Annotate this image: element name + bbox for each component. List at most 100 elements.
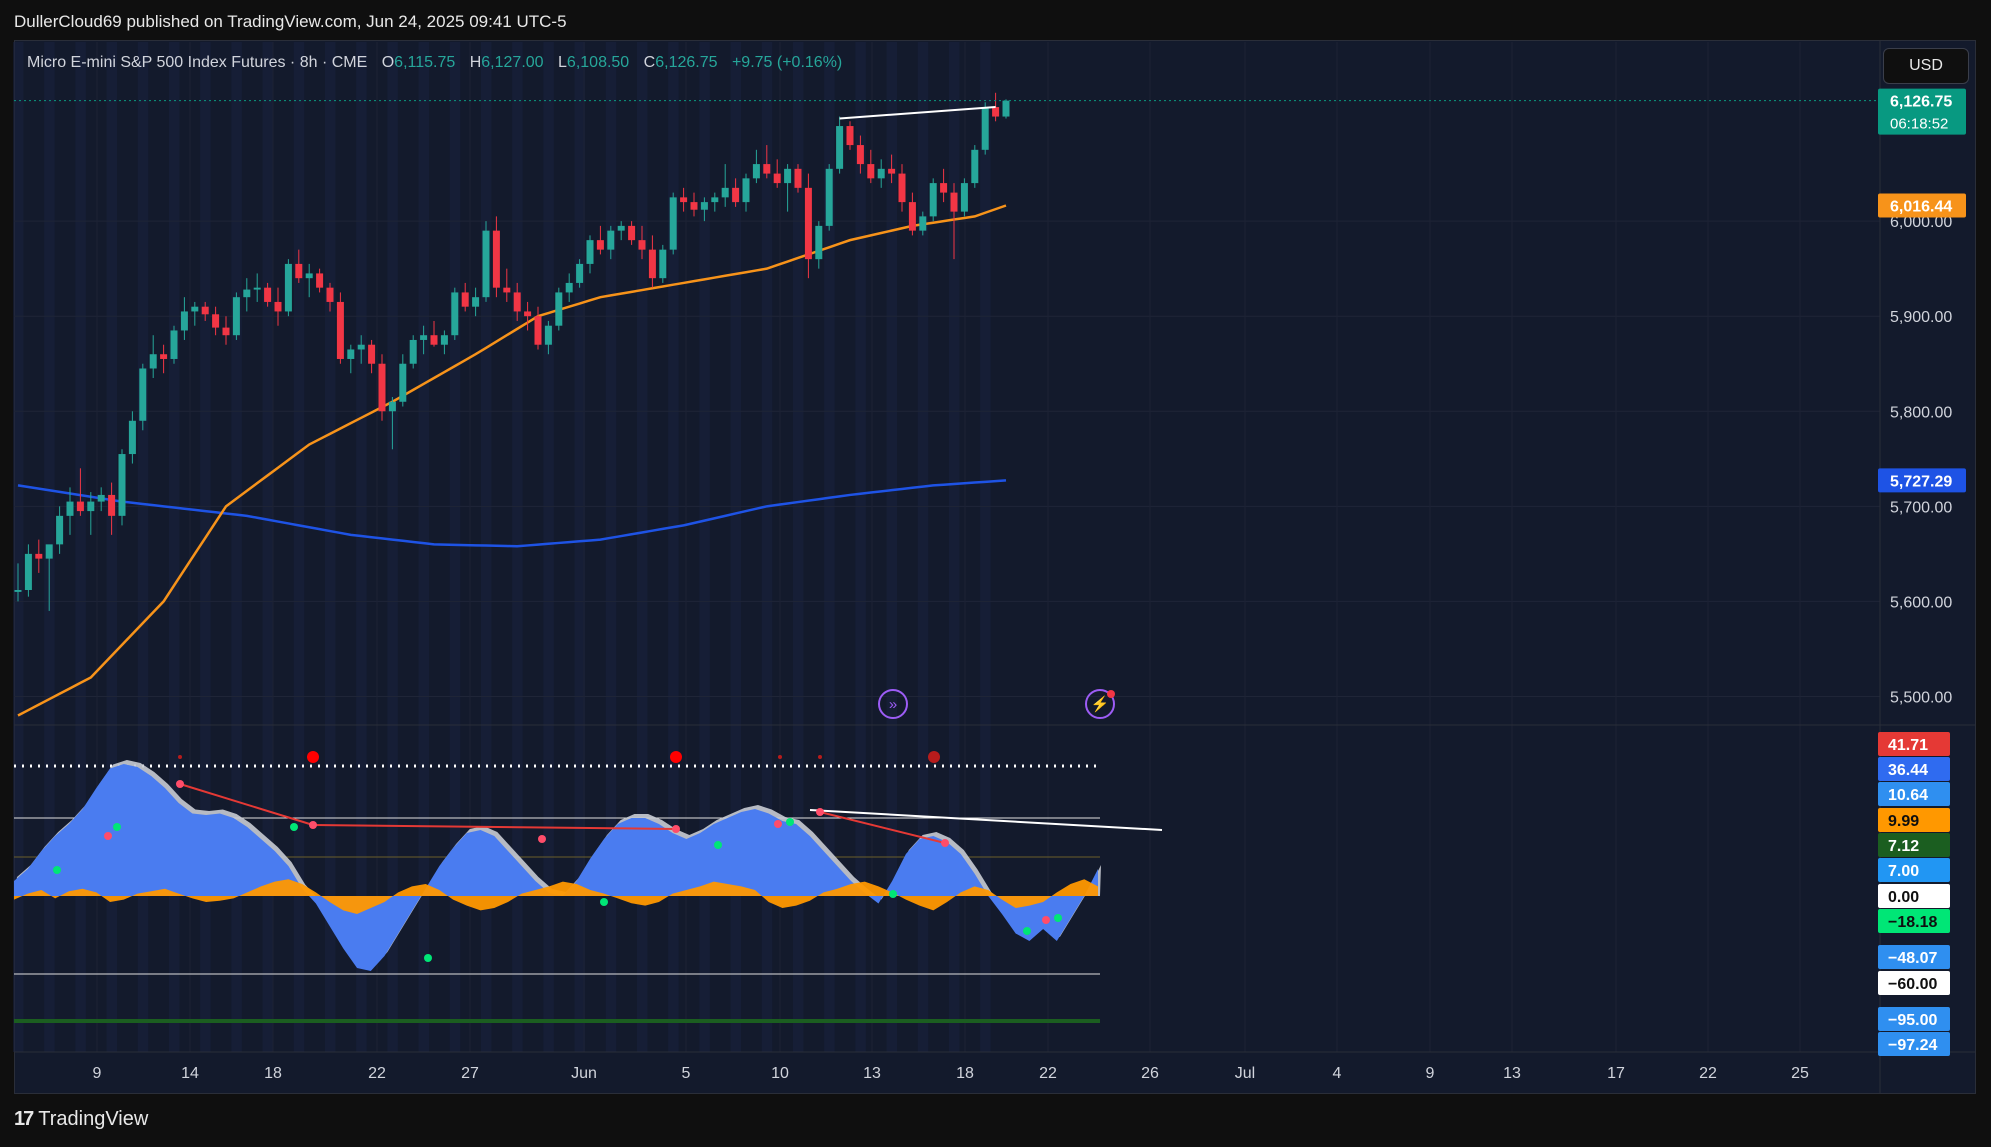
candle-body [981,107,989,150]
time-tick-label: 18 [264,1065,282,1082]
oscillator-secondary-area [14,879,1098,914]
candle-body [680,197,688,203]
price-tick-label: 5,700.00 [1890,499,1952,516]
oscillator-value-box [1878,971,1950,995]
candle [24,544,32,597]
candle-body [846,126,854,146]
candle-body [856,145,864,165]
time-tick-label: Jun [571,1065,597,1082]
candle [856,135,864,174]
time-tick-label: 22 [1039,1065,1057,1082]
oscillator-value-badge: 9.99 [1878,808,1950,832]
candle-body [191,306,199,312]
oscillator-value-text: 41.71 [1888,737,1928,754]
candle-body [763,164,771,174]
candle-body [596,240,604,250]
candle-body [773,173,781,184]
oscillator-value-box [1878,732,1950,756]
signal-point [1042,916,1050,924]
candle [794,164,802,193]
candle-body [555,292,563,326]
time-tick-label: 27 [461,1065,479,1082]
candle [628,221,636,245]
candle [607,225,615,260]
candle-body [648,249,656,279]
oscillator-axis: 41.71 36.44 10.64 9.99 7.12 7.00 0.00 −18.18 −48… [1878,732,1950,1056]
session-stripe [886,42,897,1052]
divergence-line [312,824,677,830]
candle [555,287,563,331]
candle [316,268,324,293]
oscillator-value-text: 9.99 [1888,813,1919,830]
session-stripe [262,42,273,1052]
candle-body [919,216,927,231]
oscillator-value-box [1878,1007,1950,1031]
price-label-text: 6,126.75 [1890,94,1952,111]
candle-body [659,249,667,279]
candle [305,263,313,298]
oscillator-main-area [14,764,1098,971]
oscillator-trendline [809,809,1163,831]
candle-body [149,354,157,369]
lightning-icon[interactable]: ⚡ [1085,689,1115,719]
oscillator-value-text: 0.00 [1888,889,1919,906]
candle-body [378,363,386,412]
candle [45,544,53,611]
symbol-name[interactable]: Micro E-mini S&P 500 Index Futures · 8h … [27,54,368,71]
candle [440,330,448,355]
candle-body [201,306,209,315]
low-label: L [558,54,567,71]
candle-body [794,168,802,188]
session-stripe [855,42,866,1052]
candle-body [492,230,500,288]
candle [201,301,209,321]
candle [680,187,688,212]
oscillator-value-badge: 41.71 [1878,732,1950,756]
candle [170,325,178,364]
candle [326,282,334,312]
candle-body [139,368,147,421]
time-axis: 9 14 18 22 27 Jun 5 10 13 18 22 26 Jul 4 9 13 17 22 25 [93,1065,1809,1082]
candle-body [284,263,292,312]
currency-button[interactable]: USD [1883,48,1969,84]
candle-body [940,183,948,193]
time-tick-label: 9 [93,1065,102,1082]
candle-body [877,168,885,179]
price-trendline [839,106,996,120]
close-value: 6,126.75 [655,54,718,71]
signal-dot [818,755,822,759]
signal-point [290,823,298,831]
publisher-info: DullerCloud69 published on TradingView.c… [14,12,567,31]
price-label-badge: 6,016.44 [1878,193,1966,218]
session-stripe [668,42,679,1052]
candle-body [451,292,459,336]
candle [763,145,771,179]
candle [180,297,188,340]
candle-body [524,311,532,317]
tradingview-logo[interactable]: 17 TradingView [14,1108,148,1131]
high-value: 6,127.00 [481,54,544,71]
oscillator-value-text: −60.00 [1888,976,1937,993]
signal-dot [670,751,682,763]
candle-body [576,263,584,283]
top-bar: DullerCloud69 published on TradingView.c… [0,0,1991,40]
fast-forward-icon[interactable]: » [878,689,908,719]
candle [472,287,480,317]
notification-dot [1107,690,1115,698]
candle-body [971,149,979,184]
candle-body [825,168,833,226]
candle-body [24,553,32,590]
time-tick-label: 22 [368,1065,386,1082]
session-stripe [200,42,211,1052]
candle [648,235,656,288]
candle [420,325,428,355]
candle-body [45,544,53,559]
candle [66,487,74,535]
candle-body [742,178,750,203]
candle-body [513,292,521,312]
session-stripe [793,42,804,1052]
candle-body [784,168,792,184]
candle-body [399,363,407,402]
candle [971,145,979,188]
